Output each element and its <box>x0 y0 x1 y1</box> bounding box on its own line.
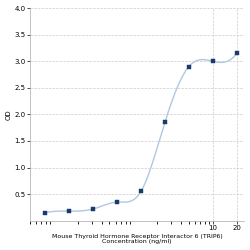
X-axis label: Mouse Thyroid Hormone Receptor Interactor 6 (TRIP6)
Concentration (ng/ml): Mouse Thyroid Hormone Receptor Interacto… <box>52 234 222 244</box>
Y-axis label: OD: OD <box>6 109 12 120</box>
